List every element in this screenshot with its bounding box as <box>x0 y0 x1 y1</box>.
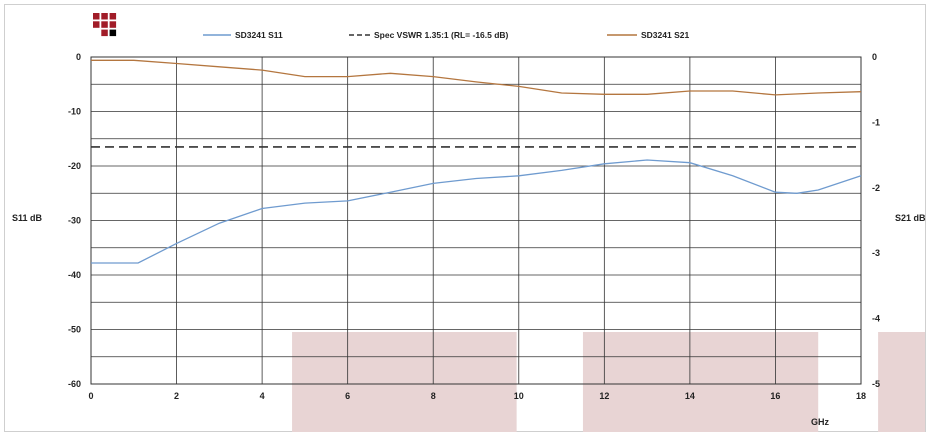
shaded-band-1 <box>582 332 819 432</box>
y-right-tick-label: -3 <box>872 248 880 258</box>
shaded-band-2 <box>878 332 925 432</box>
legend-label-1: Spec VSWR 1.35:1 (RL= -16.5 dB) <box>374 30 509 40</box>
y-right-tick-label: 0 <box>872 52 877 62</box>
chart: SD3241 S11 Spec VSWR 1.35:1 (RL= -16.5 dB… <box>12 13 926 432</box>
logo-square-0-2 <box>109 13 117 20</box>
x-tick-label: 6 <box>345 391 350 401</box>
y-right-tick-label: -1 <box>872 117 880 127</box>
y-right-tick-label: -2 <box>872 183 880 193</box>
logo-square-1-1 <box>101 21 108 28</box>
company-logo <box>93 13 117 37</box>
series-layer <box>91 59 862 264</box>
y-left-tick-label: -30 <box>68 216 81 226</box>
series-line-2 <box>91 59 862 96</box>
series-line-0 <box>91 159 862 264</box>
y-left-tick-label: -60 <box>68 379 81 389</box>
x-tick-label: 14 <box>685 391 695 401</box>
x-tick-label: 18 <box>856 391 866 401</box>
y-left-tick-label: 0 <box>76 52 81 62</box>
legend-label-2: SD3241 S21 <box>641 30 689 40</box>
chart-frame: SD3241 S11 Spec VSWR 1.35:1 (RL= -16.5 dB… <box>4 4 926 432</box>
ticks: 0 2 4 6 8 10 12 14 16 18 0 -10 -20 -30 -40 -50 -60 0 -1 -2 -… <box>68 52 880 401</box>
logo-square-1-2 <box>109 21 117 28</box>
y-right-tick-label: -4 <box>872 314 880 324</box>
y-left-tick-label: -20 <box>68 161 81 171</box>
shaded-bands <box>292 332 925 432</box>
x-tick-label: 2 <box>174 391 179 401</box>
x-tick-label: 12 <box>599 391 609 401</box>
y-right-tick-label: -5 <box>872 379 880 389</box>
y-left-tick-label: -50 <box>68 325 81 335</box>
y-right-axis-title: S21 dB <box>895 213 926 223</box>
axis-titles: S11 dB S21 dB GHz <box>12 213 926 427</box>
shaded-band-0 <box>292 332 517 432</box>
logo-square-2-1 <box>101 29 108 37</box>
logo-square-0-0 <box>93 13 100 20</box>
logo-square-0-1 <box>101 13 108 20</box>
x-tick-label: 8 <box>431 391 436 401</box>
y-left-axis-title: S11 dB <box>12 213 43 223</box>
plot-border <box>90 56 862 385</box>
logo-square-2-2 <box>109 29 117 37</box>
y-left-tick-label: -10 <box>68 107 81 117</box>
x-tick-label: 10 <box>514 391 524 401</box>
legend-label-0: SD3241 S11 <box>235 30 283 40</box>
x-tick-label: 0 <box>88 391 93 401</box>
y-left-tick-label: -40 <box>68 270 81 280</box>
grid <box>90 56 862 385</box>
x-tick-label: 4 <box>260 391 265 401</box>
x-axis-title: GHz <box>811 417 830 427</box>
legend: SD3241 S11 Spec VSWR 1.35:1 (RL= -16.5 dB… <box>203 30 689 40</box>
logo-square-1-0 <box>93 21 100 28</box>
x-tick-label: 16 <box>770 391 780 401</box>
